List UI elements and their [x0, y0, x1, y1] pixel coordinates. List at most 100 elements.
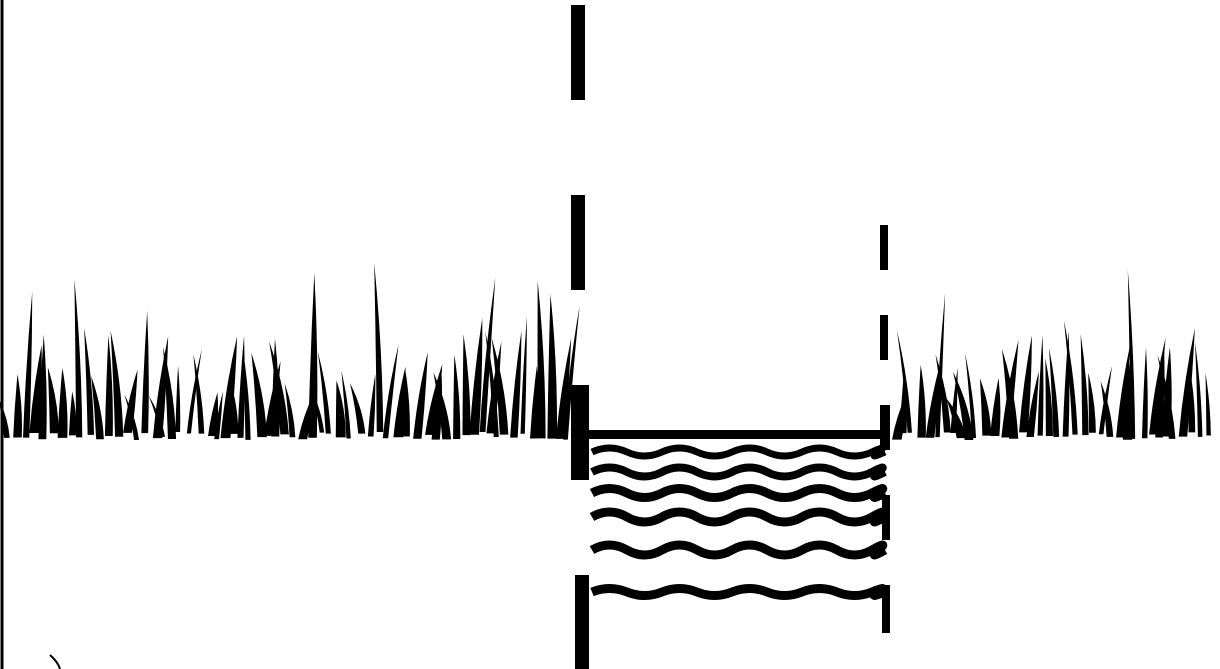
grass-blade — [38, 334, 47, 440]
grass-blade — [374, 262, 384, 433]
grass-blade — [935, 292, 946, 438]
grass-blade — [510, 330, 522, 438]
grass-blade — [425, 364, 443, 435]
wall-segment — [571, 195, 585, 290]
grass-blade — [284, 383, 296, 438]
grass-blade — [530, 365, 539, 439]
wall-segment — [880, 315, 888, 360]
grass-blade — [124, 394, 139, 440]
grass-blade — [310, 387, 325, 433]
grass-blade — [251, 352, 267, 438]
grass-blade — [520, 316, 527, 434]
wall-segment — [880, 225, 888, 270]
grass-blade — [1178, 328, 1195, 437]
wave — [590, 584, 888, 600]
grass-blade — [13, 374, 22, 438]
grass-blade — [563, 306, 580, 440]
wave — [590, 444, 887, 460]
grass-blade — [141, 310, 149, 434]
grass-blade — [469, 318, 483, 435]
grass-blade — [1063, 320, 1078, 435]
grass-blade — [317, 351, 331, 434]
grass-blade — [186, 348, 202, 434]
grass-blade — [433, 372, 452, 440]
grass-blade — [0, 401, 10, 438]
grass-blade — [1026, 371, 1039, 438]
wave — [589, 507, 888, 527]
grass-blade — [547, 293, 558, 439]
grass-blade — [990, 378, 1001, 436]
grass-blade — [208, 392, 219, 436]
grass-blade — [491, 337, 509, 435]
grass-blade — [349, 383, 366, 434]
grass-blade — [1088, 372, 1096, 433]
wall-segment — [880, 405, 890, 450]
grass-blade — [1157, 354, 1176, 439]
grass-blade — [104, 335, 113, 437]
grass-blade — [917, 364, 926, 438]
grass-blade — [74, 279, 83, 438]
grass-blade — [175, 365, 181, 433]
grass-blade — [555, 338, 572, 439]
grass-blade — [925, 354, 943, 438]
grass — [0, 262, 1211, 440]
grass-blade — [84, 327, 95, 435]
grass-blade — [1127, 269, 1136, 439]
wave — [590, 463, 887, 481]
grass-blade — [148, 395, 166, 437]
grass-blade — [1019, 335, 1032, 433]
grass-blade — [1037, 335, 1044, 436]
left-wall — [571, 5, 589, 669]
grass-blade — [269, 341, 289, 435]
grass-blade — [228, 376, 239, 434]
wall-segment — [571, 5, 585, 100]
wave — [589, 540, 888, 560]
wall-segment — [882, 495, 890, 540]
grass-blade — [537, 280, 546, 439]
grass-blade — [220, 336, 238, 439]
grass-blade — [214, 391, 223, 440]
wall-segment — [882, 585, 890, 633]
grass-blade — [479, 277, 496, 433]
grass-blade — [242, 349, 251, 440]
grass-blade — [965, 353, 977, 439]
grass-blade — [91, 375, 104, 440]
grass-blade — [946, 398, 966, 439]
grass-blade — [163, 347, 177, 440]
grass-blade — [1188, 366, 1196, 433]
grass-blade — [1001, 348, 1019, 439]
grass-blade — [1195, 342, 1203, 437]
grass-blade — [979, 378, 992, 436]
grass-blade — [1045, 358, 1053, 436]
grass-blade — [413, 352, 428, 439]
grass-blade — [1149, 337, 1166, 435]
grass-blade — [952, 371, 974, 440]
grass-blade — [1155, 346, 1165, 438]
grass-blade — [123, 369, 138, 433]
stray-mark — [49, 654, 61, 669]
grass-blade — [462, 334, 471, 436]
grass-blade — [271, 338, 280, 437]
grass-blade — [453, 354, 461, 439]
grass-blade — [57, 367, 68, 438]
water-surface — [588, 430, 890, 439]
grass-blade — [896, 330, 912, 433]
grass-blade — [485, 330, 499, 438]
grass-blade — [335, 380, 346, 438]
grass-blade — [402, 372, 410, 437]
grass-blade — [935, 354, 951, 433]
grass-blade — [23, 291, 33, 438]
grass-blade — [193, 354, 205, 434]
grass-blade — [110, 330, 124, 437]
grass-blade — [1141, 347, 1148, 439]
wave — [589, 484, 888, 502]
grass-blade — [341, 370, 351, 439]
right-wall — [880, 225, 890, 633]
grass-blade — [393, 366, 406, 438]
grass-blade — [237, 335, 245, 438]
grass-blade — [308, 273, 318, 438]
wall-segment — [571, 385, 589, 480]
grass-blade — [1100, 381, 1114, 437]
wall-segment — [575, 575, 589, 669]
